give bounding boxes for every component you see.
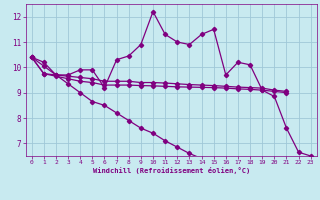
X-axis label: Windchill (Refroidissement éolien,°C): Windchill (Refroidissement éolien,°C): [92, 167, 250, 174]
